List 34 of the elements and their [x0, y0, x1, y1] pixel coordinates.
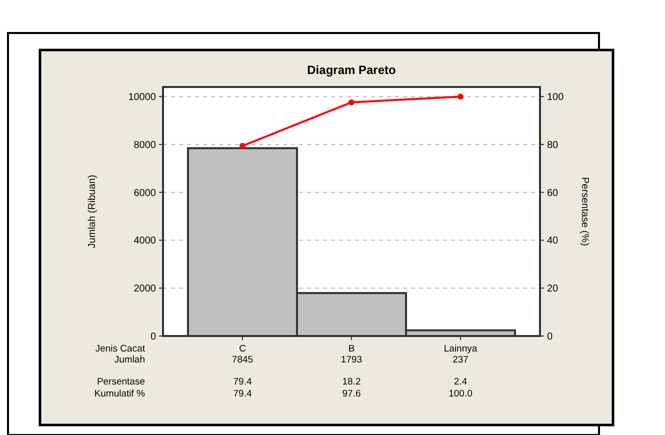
data-label: 1793 — [340, 354, 362, 366]
y2-axis-title: Persentase (%) — [579, 177, 590, 246]
y-tick-label: 4000 — [134, 236, 156, 247]
y2-tick-label: 60 — [547, 188, 559, 199]
data-label: 100.0 — [448, 388, 472, 400]
x-tick-label: Lainnya — [444, 343, 478, 354]
chart-title: Diagram Pareto — [307, 63, 396, 77]
y2-tick-label: 20 — [547, 284, 559, 295]
text: 2.4 — [454, 376, 468, 388]
text: Kumulatif % — [94, 388, 146, 400]
x-tick-label: B — [348, 343, 355, 354]
point — [458, 94, 464, 100]
y2-tick-label: 40 — [547, 236, 559, 247]
y-tick-label: 10000 — [128, 92, 156, 104]
data-label: 7845 — [232, 354, 254, 366]
y-tick-label: 2000 — [134, 284, 156, 295]
data-label: 97.6 — [342, 388, 361, 400]
y-tick-label: 0 — [150, 332, 156, 342]
data-label: 79.4 — [233, 388, 252, 400]
y2-tick-label: 0 — [547, 332, 553, 342]
point — [348, 99, 354, 106]
y2-tick-label: 80 — [547, 140, 559, 151]
x-axis-title: Jenis Cacat — [95, 343, 146, 354]
y-tick-label: 6000 — [134, 188, 156, 199]
text: 18.2 — [342, 376, 361, 388]
y-axis-title: Jumlah (Ribuan) — [87, 174, 98, 248]
y2-tick-label: 100 — [547, 92, 564, 104]
data-label: 237 — [452, 354, 468, 366]
x-tick-label: C — [239, 343, 246, 354]
y-tick-label: 8000 — [134, 140, 156, 151]
text: Jumlah — [114, 354, 145, 366]
point — [240, 142, 246, 149]
text: Persentase — [96, 376, 145, 388]
text: 79.4 — [233, 376, 252, 388]
